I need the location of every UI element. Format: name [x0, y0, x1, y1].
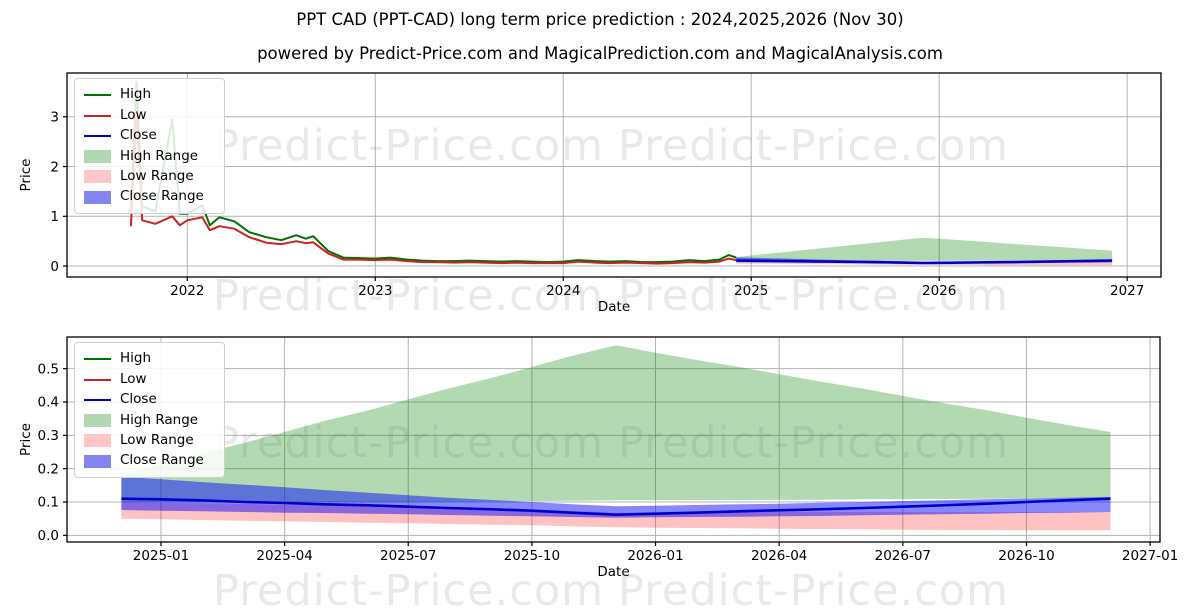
high-range-area: [736, 237, 1113, 262]
close-line-swatch: [84, 398, 111, 401]
legend-label: High: [120, 86, 152, 103]
y-tick-label: 0.3: [38, 428, 59, 444]
high-line-swatch: [84, 358, 111, 361]
legend-item-close: Close: [84, 126, 215, 146]
legend-item-close-range: Close Range: [84, 451, 215, 471]
price-history-high-line: [129, 81, 737, 264]
high-range-swatch: [84, 149, 111, 163]
legend-item-low-range: Low Range: [84, 167, 215, 187]
y-tick-label: 0.2: [38, 461, 59, 477]
y-tick-label: 0.0: [38, 528, 59, 544]
y-tick-label: 0.5: [38, 361, 59, 377]
x-tick-label: 2025: [734, 283, 768, 299]
legend-label: Close: [120, 127, 157, 144]
legend-label: High Range: [120, 411, 199, 428]
y-tick-label: 0.4: [38, 395, 59, 411]
low-range-area: [121, 502, 1111, 531]
x-tick-label: 2025-01: [133, 548, 189, 564]
close-prediction-line: [736, 259, 1113, 265]
legend-bottom-chart: High Low Close High Range Low Range Clos…: [74, 342, 225, 479]
legend-label: Close Range: [120, 188, 204, 205]
x-tick-label: 2026-10: [998, 548, 1054, 564]
axis-frame: [66, 336, 1161, 543]
low-range-swatch: [84, 434, 111, 448]
legend-item-low: Low: [84, 369, 215, 389]
x-tick-label: 2022: [170, 283, 204, 299]
legend-item-close-range: Close Range: [84, 187, 215, 207]
x-tick-label: 2025-07: [380, 548, 436, 564]
x-tick-label: 2027-01: [1122, 548, 1178, 564]
x-tick-label: 2025-04: [256, 548, 312, 564]
legend-top-chart: High Low Close High Range Low Range Clos…: [74, 78, 225, 215]
y-tick-label: 2: [50, 159, 59, 175]
x-axis-title: Date: [597, 564, 629, 580]
legend-item-close: Close: [84, 390, 215, 410]
price-history-low-line: [129, 110, 737, 265]
close-prediction-line: [121, 497, 1111, 517]
y-tick-label: 0.1: [38, 495, 59, 511]
legend-item-low: Low: [84, 105, 215, 125]
x-tick-label: 2027: [1110, 283, 1144, 299]
y-tick-label: 3: [50, 110, 59, 126]
x-tick-label: 2026-04: [751, 548, 807, 564]
legend-label: Close Range: [120, 452, 204, 469]
legend-label: Low Range: [120, 432, 194, 448]
x-tick-label: 2026-01: [627, 548, 683, 564]
low-line-swatch: [84, 378, 111, 381]
x-axis-title: Date: [598, 299, 630, 315]
legend-label: Close: [120, 391, 157, 408]
legend-label: High Range: [120, 147, 199, 164]
legend-label: Low: [120, 106, 147, 123]
high-range-swatch: [84, 413, 111, 427]
legend-label: Low: [120, 370, 147, 387]
low-line-swatch: [84, 114, 111, 117]
legend-item-high: High: [84, 85, 215, 105]
x-tick-label: 2026-07: [875, 548, 931, 564]
legend-item-high: High: [84, 349, 215, 369]
legend-item-high-range: High Range: [84, 410, 215, 430]
x-tick-label: 2026: [922, 283, 956, 299]
page-title: PPT CAD (PPT-CAD) long term price predic…: [296, 10, 904, 29]
low-range-swatch: [84, 170, 111, 184]
axis-frame: [66, 72, 1162, 278]
y-axis-title: Price: [18, 423, 34, 456]
y-tick-label: 0: [50, 259, 59, 275]
legend-label: High: [120, 350, 152, 367]
x-tick-label: 2025-10: [504, 548, 560, 564]
legend-label: Low Range: [120, 168, 194, 184]
high-line-swatch: [84, 94, 111, 97]
high-range-area: [121, 345, 1111, 502]
page-subtitle: powered by Predict-Price.com and Magical…: [257, 44, 943, 63]
y-axis-title: Price: [18, 159, 34, 192]
close-range-swatch: [84, 190, 111, 204]
y-tick-label: 1: [50, 209, 59, 225]
legend-item-high-range: High Range: [84, 146, 215, 166]
charts-canvas: 2022 2023 2024 2025 2026 2027 0 1 2 3 Date Price 202…: [18, 72, 1178, 580]
close-line-swatch: [84, 134, 111, 137]
legend-item-low-range: Low Range: [84, 431, 215, 451]
x-tick-label: 2023: [358, 283, 392, 299]
x-tick-label: 2024: [546, 283, 580, 299]
close-range-swatch: [84, 454, 111, 468]
